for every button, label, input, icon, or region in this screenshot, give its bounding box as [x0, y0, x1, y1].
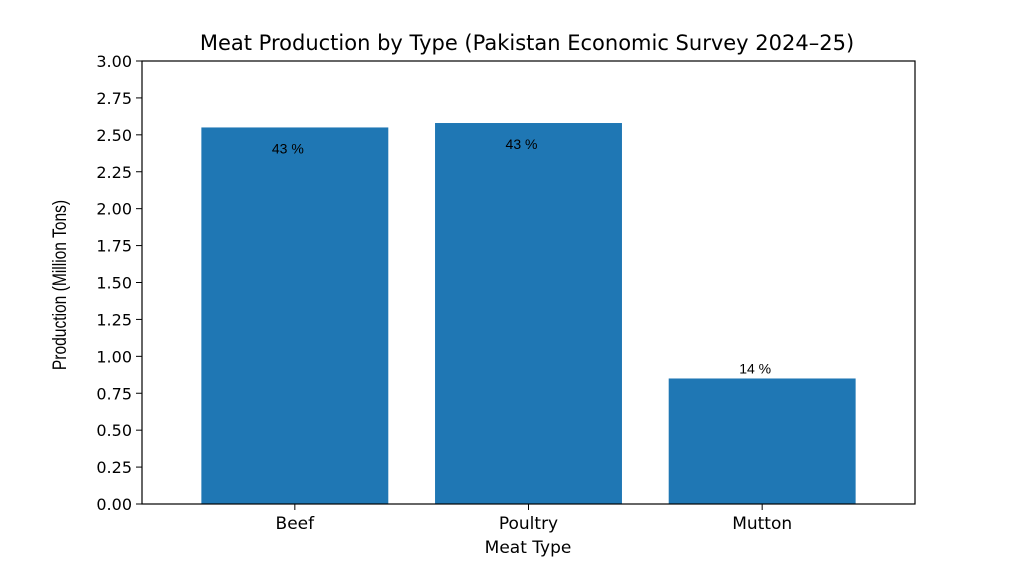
- chart-title: Meat Production by Type (Pakistan Econom…: [200, 31, 854, 55]
- data-label: 14 %: [739, 360, 771, 376]
- y-tick-label: 2.75: [96, 89, 132, 108]
- bar-poultry: [435, 123, 622, 505]
- x-axis-label: Meat Type: [485, 538, 572, 558]
- bar-mutton: [668, 378, 856, 504]
- y-tick-label: 1.75: [96, 237, 132, 256]
- y-tick-label: 0.00: [96, 495, 132, 514]
- y-tick-label: 3.00: [96, 52, 132, 71]
- y-tick-label: 0.75: [96, 384, 132, 403]
- data-label: 43 %: [506, 136, 538, 152]
- y-tick-label: 1.50: [96, 274, 132, 293]
- y-tick-label: 1.25: [96, 310, 132, 329]
- y-tick-label: 0.25: [96, 458, 132, 477]
- y-tick-label: 0.50: [96, 421, 132, 440]
- plot-area: 0.00 0.25 0.50 0.75 1.00 1.25 1.50 1.75 2.00 2.25…: [96, 52, 856, 534]
- y-tick-label: 2.50: [96, 126, 132, 145]
- x-tick-label: Mutton: [732, 514, 792, 534]
- bar-beef: [201, 127, 389, 504]
- y-tick-label: 2.00: [96, 200, 132, 219]
- x-tick-label: Beef: [276, 514, 316, 534]
- y-tick-label: 2.25: [96, 163, 132, 182]
- plot-frame: [141, 60, 916, 505]
- y-axis-label: Production (Million Tons): [49, 200, 71, 370]
- x-tick-label: Poultry: [499, 514, 558, 534]
- data-label: 43 %: [272, 140, 304, 156]
- y-tick-label: 1.00: [96, 347, 132, 366]
